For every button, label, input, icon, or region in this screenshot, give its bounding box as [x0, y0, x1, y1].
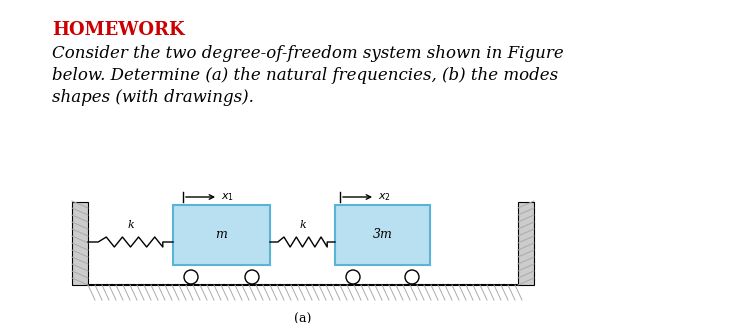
- Text: k: k: [127, 220, 134, 230]
- Text: m: m: [215, 228, 227, 242]
- Circle shape: [405, 270, 419, 284]
- Text: 3m: 3m: [373, 228, 392, 242]
- Bar: [72, 202, 88, 285]
- Bar: [335, 205, 430, 265]
- Text: below. Determine (a) the natural frequencies, (b) the modes: below. Determine (a) the natural frequen…: [52, 67, 558, 84]
- Text: $x_2$: $x_2$: [378, 191, 391, 203]
- Bar: [518, 202, 534, 285]
- Circle shape: [346, 270, 360, 284]
- Text: (a): (a): [294, 313, 312, 323]
- Bar: [173, 205, 270, 265]
- Text: HOMEWORK: HOMEWORK: [52, 21, 184, 39]
- Text: shapes (with drawings).: shapes (with drawings).: [52, 89, 254, 106]
- Circle shape: [184, 270, 198, 284]
- Text: Consider the two degree-of-freedom system shown in Figure: Consider the two degree-of-freedom syste…: [52, 45, 564, 62]
- Text: k: k: [299, 220, 306, 230]
- Text: $x_1$: $x_1$: [221, 191, 234, 203]
- Circle shape: [245, 270, 259, 284]
